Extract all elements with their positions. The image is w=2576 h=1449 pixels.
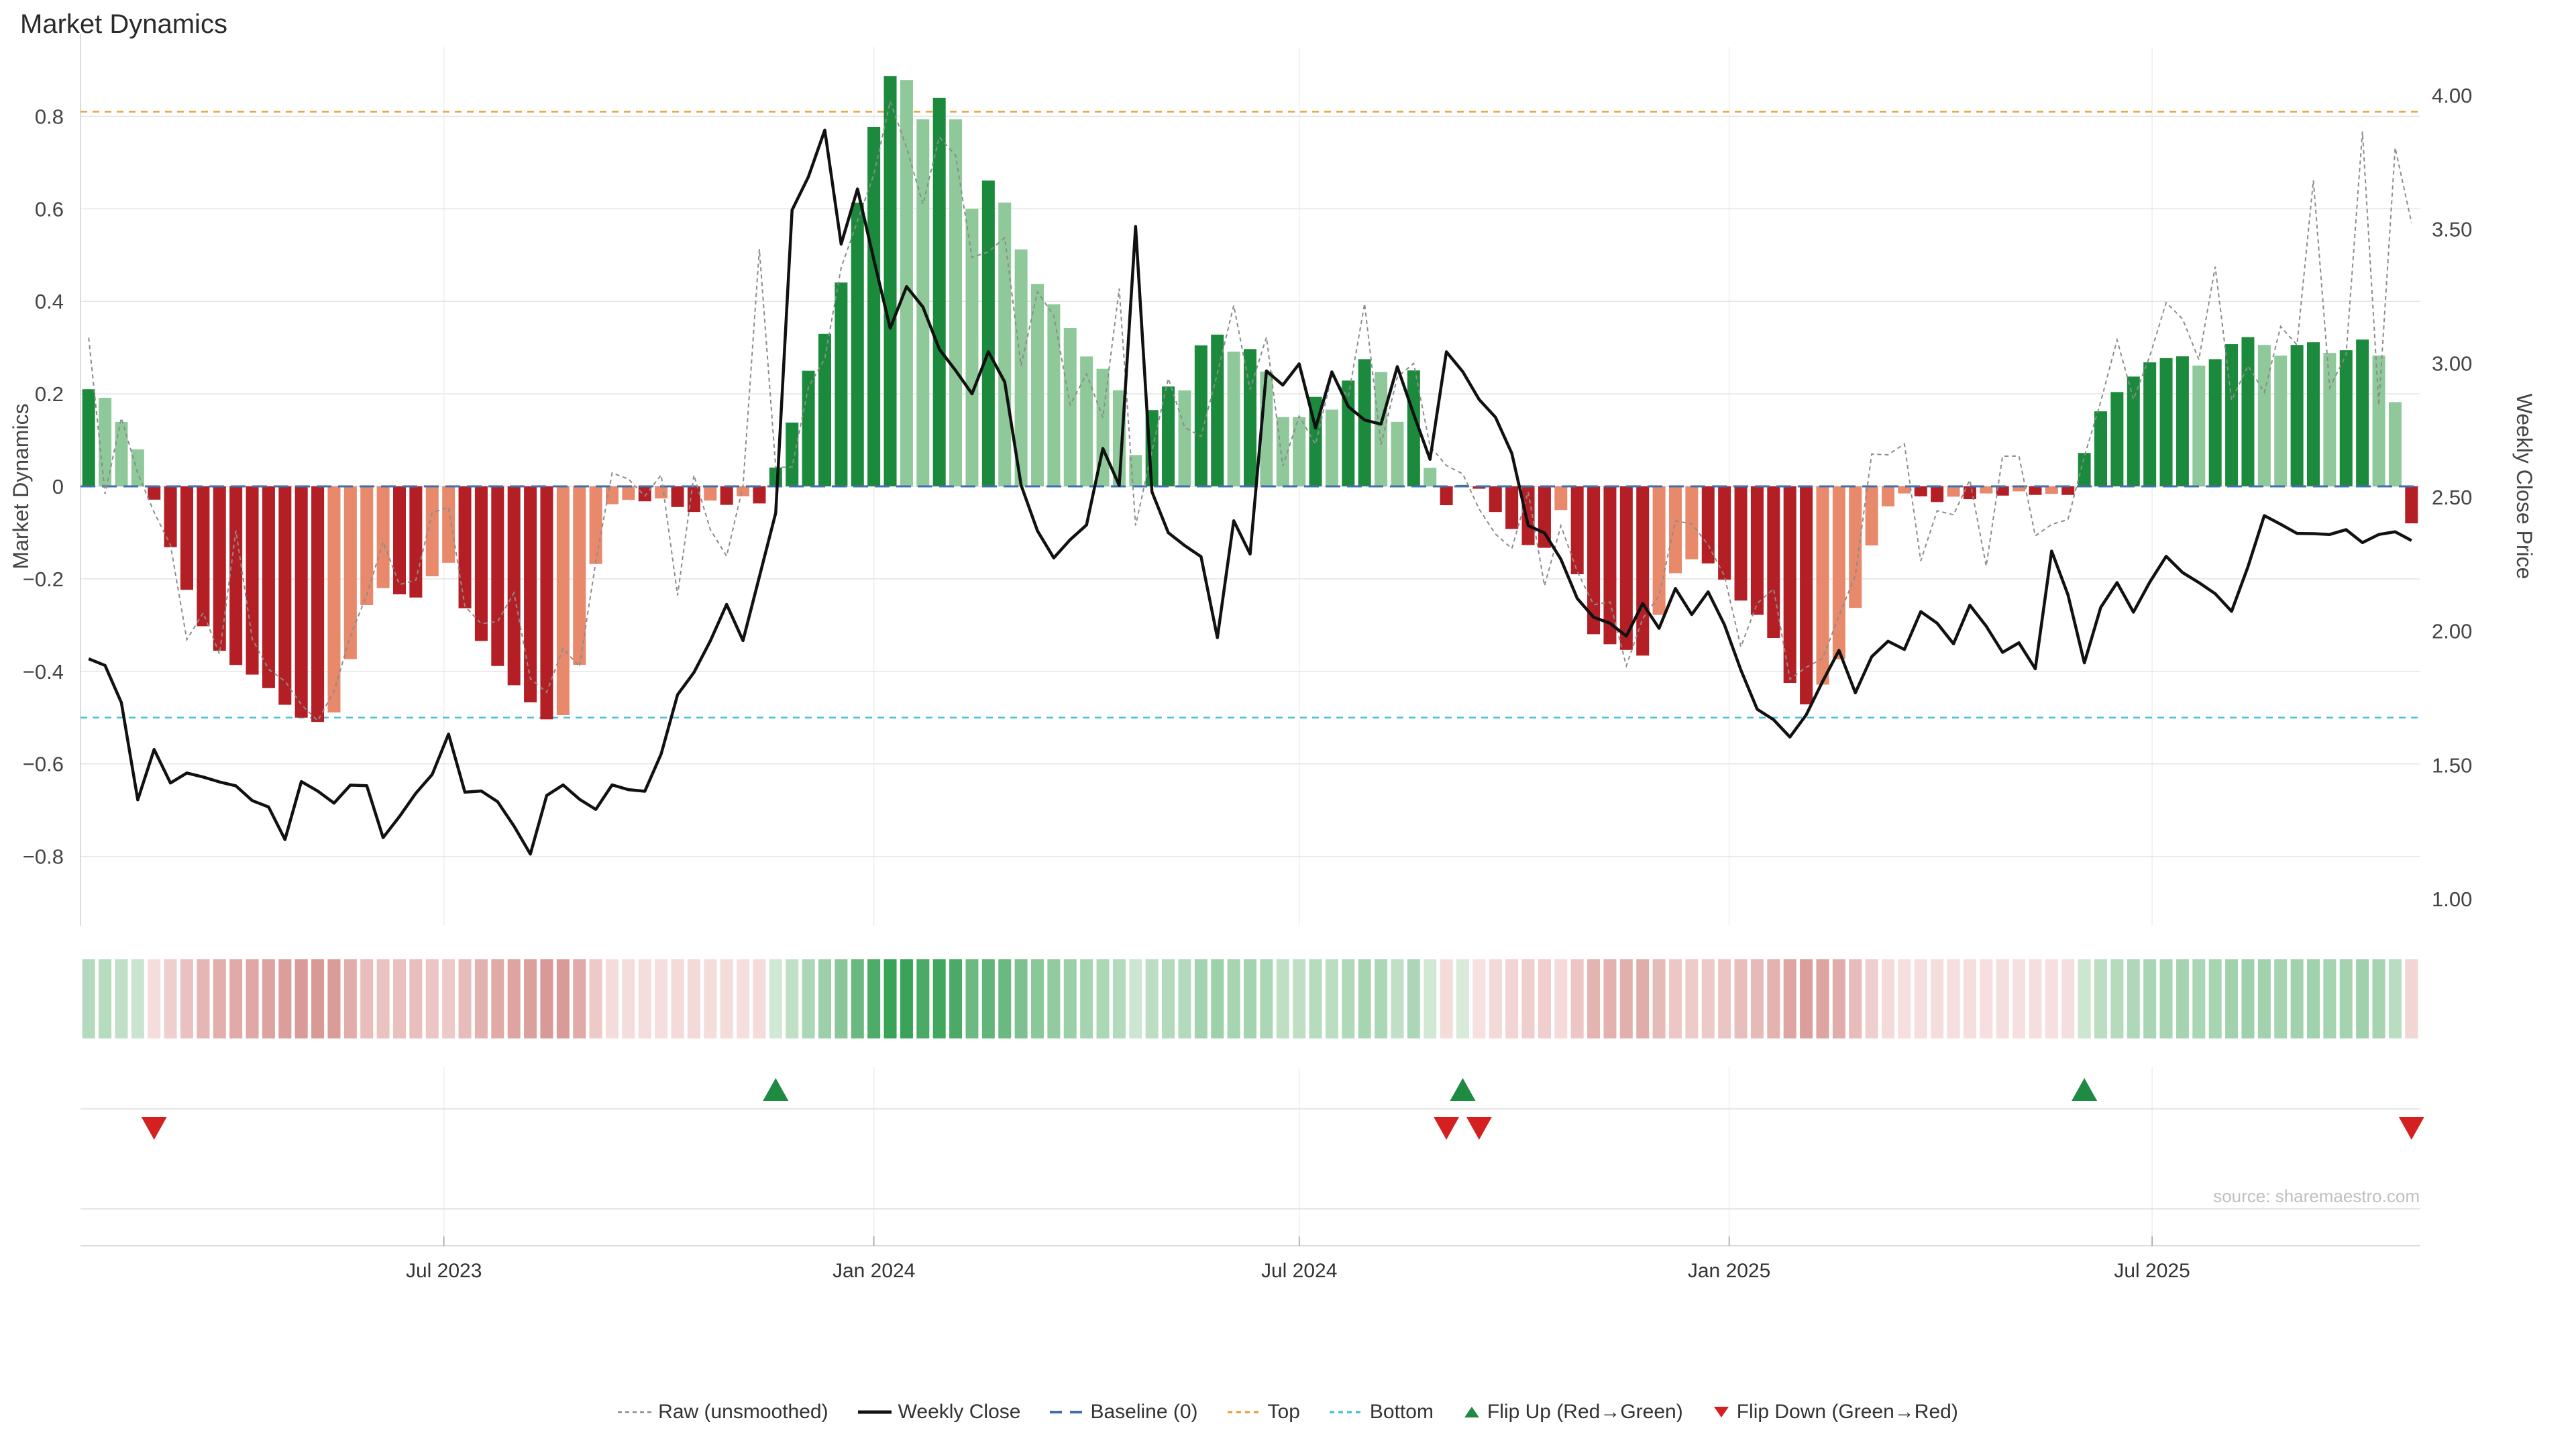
svg-text:4.00: 4.00	[2432, 84, 2472, 107]
svg-text:−0.8: −0.8	[23, 845, 64, 869]
svg-text:Jul 2023: Jul 2023	[406, 1260, 482, 1282]
svg-text:0.4: 0.4	[35, 290, 64, 313]
svg-text:−0.2: −0.2	[23, 568, 64, 591]
svg-text:−0.6: −0.6	[23, 753, 64, 776]
svg-text:Jul 2025: Jul 2025	[2114, 1260, 2190, 1282]
svg-text:0: 0	[52, 475, 64, 498]
svg-text:Weekly Close Price: Weekly Close Price	[2512, 394, 2536, 580]
svg-text:3.50: 3.50	[2432, 218, 2472, 241]
svg-text:Jan 2024: Jan 2024	[833, 1260, 915, 1282]
svg-text:2.00: 2.00	[2432, 620, 2472, 643]
svg-text:source: sharemaestro.com: source: sharemaestro.com	[2213, 1186, 2420, 1206]
svg-text:0.8: 0.8	[35, 105, 64, 128]
svg-text:Market Dynamics: Market Dynamics	[9, 403, 33, 569]
svg-text:2.50: 2.50	[2432, 486, 2472, 509]
svg-text:1.00: 1.00	[2432, 888, 2472, 911]
svg-text:Jul 2024: Jul 2024	[1261, 1260, 1337, 1282]
svg-text:0.6: 0.6	[35, 197, 64, 221]
svg-text:1.50: 1.50	[2432, 753, 2472, 777]
svg-text:0.2: 0.2	[35, 382, 64, 406]
svg-text:3.00: 3.00	[2432, 352, 2472, 375]
svg-text:Jan 2025: Jan 2025	[1688, 1260, 1770, 1282]
svg-text:−0.4: −0.4	[23, 660, 64, 684]
